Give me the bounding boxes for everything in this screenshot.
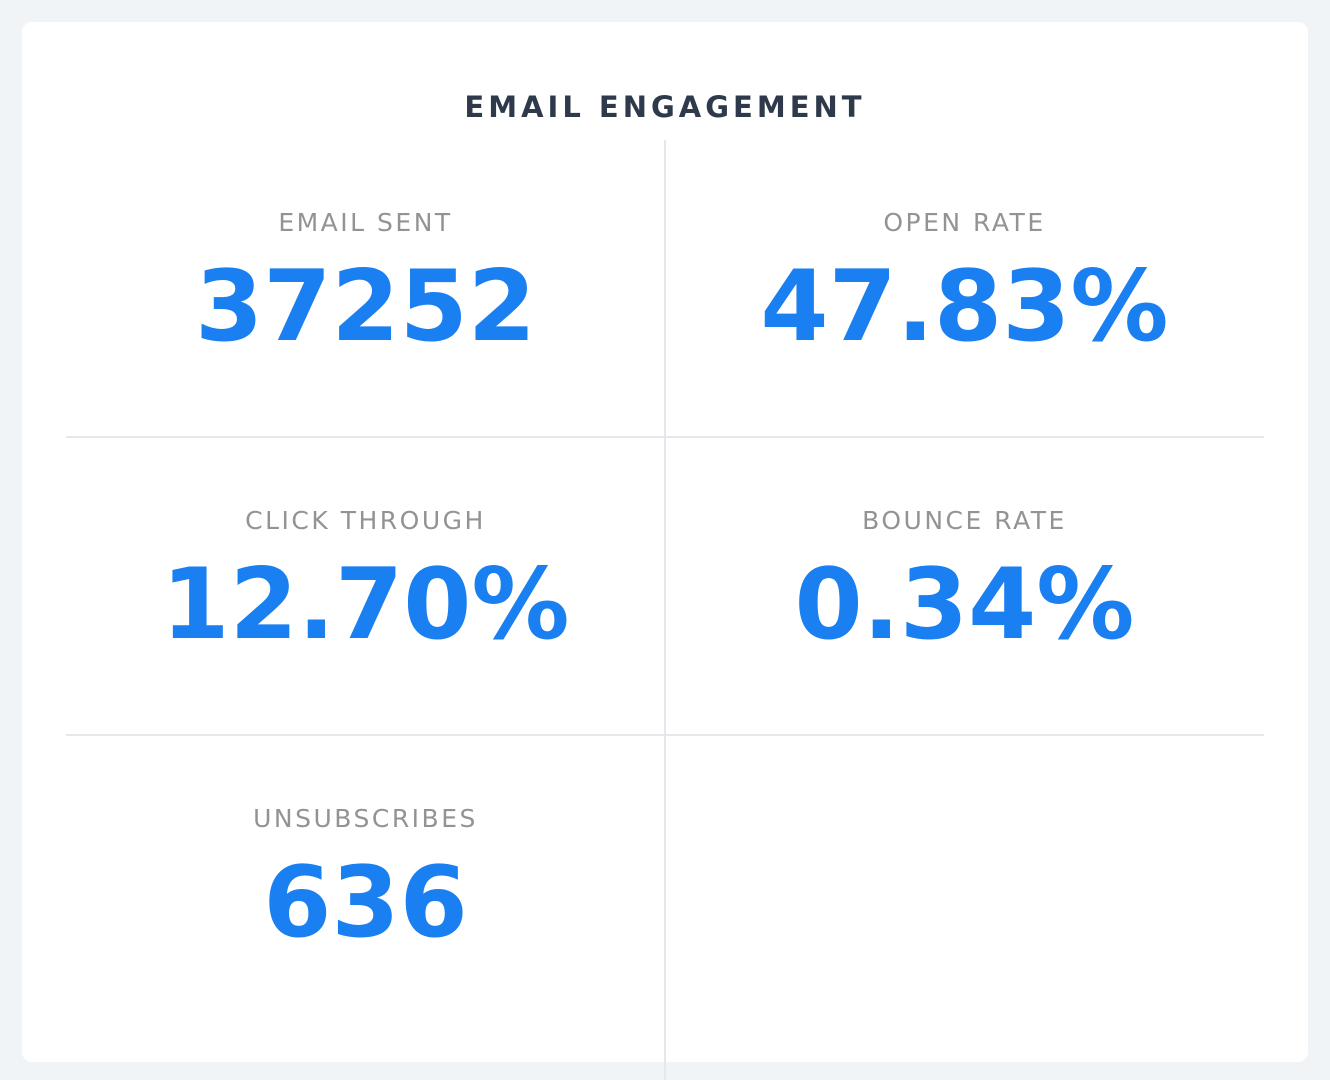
metric-value: 0.34%: [794, 548, 1135, 662]
metric-value: 47.83%: [760, 250, 1169, 364]
metric-value: 636: [263, 846, 468, 960]
card-title: EMAIL ENGAGEMENT: [464, 90, 866, 124]
metric-cell: UNSUBSCRIBES 636: [66, 736, 665, 1032]
metric-label: BOUNCE RATE: [862, 506, 1067, 535]
divider: [664, 140, 666, 1080]
divider: [66, 436, 1264, 438]
metric-cell: CLICK THROUGH 12.70%: [66, 438, 665, 734]
metric-cell: BOUNCE RATE 0.34%: [665, 438, 1264, 734]
metric-label: UNSUBSCRIBES: [253, 804, 478, 833]
metric-label: OPEN RATE: [883, 208, 1046, 237]
page: EMAIL ENGAGEMENT EMAIL SENT 37252 OPEN RAT…: [22, 22, 1308, 1080]
metric-cell: OPEN RATE 47.83%: [665, 140, 1264, 436]
card: EMAIL ENGAGEMENT EMAIL SENT 37252 OPEN RAT…: [22, 22, 1308, 1080]
metric-label: CLICK THROUGH: [245, 506, 486, 535]
metric-value: 37252: [195, 250, 536, 364]
metric-label: EMAIL SENT: [278, 208, 453, 237]
divider: [66, 734, 1264, 736]
metric-cell: EMAIL SENT 37252: [66, 140, 665, 436]
metric-value: 12.70%: [161, 548, 570, 662]
